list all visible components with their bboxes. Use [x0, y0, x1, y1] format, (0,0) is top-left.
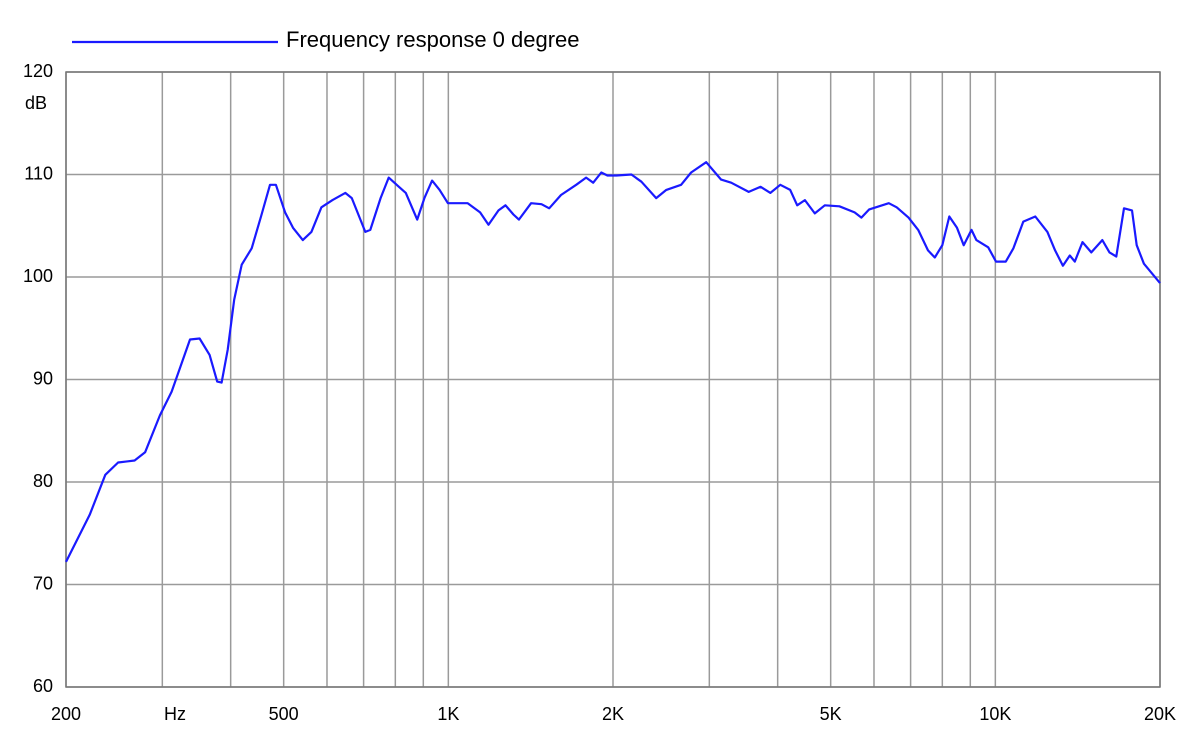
- x-tick-label: 20K: [1144, 704, 1176, 724]
- legend-label: Frequency response 0 degree: [286, 27, 580, 52]
- x-tick-label: 2K: [602, 704, 624, 724]
- x-tick-label: 200: [51, 704, 81, 724]
- x-tick-label: 500: [269, 704, 299, 724]
- y-axis-label: dB: [25, 93, 47, 113]
- y-tick-label: 110: [24, 163, 53, 183]
- series-line: [65, 161, 1161, 563]
- y-tick-label: 70: [33, 573, 53, 593]
- y-tick-label: 60: [33, 676, 53, 696]
- y-tick-label: 80: [33, 471, 53, 491]
- x-axis-label: Hz: [164, 704, 186, 724]
- x-tick-label: 10K: [979, 704, 1011, 724]
- y-tick-label: 100: [23, 266, 53, 286]
- x-tick-label: 1K: [437, 704, 459, 724]
- x-tick-label: 5K: [820, 704, 842, 724]
- plot-frame: [65, 71, 1161, 688]
- y-tick-label: 90: [33, 368, 53, 388]
- y-tick-label: 120: [23, 61, 53, 81]
